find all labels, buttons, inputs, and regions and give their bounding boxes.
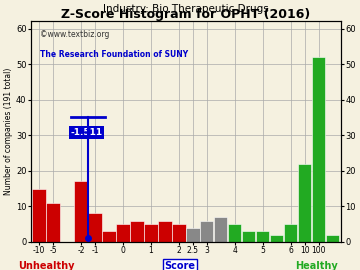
- Text: Healthy: Healthy: [296, 261, 338, 270]
- Bar: [228, 224, 242, 242]
- Bar: [214, 217, 228, 242]
- Text: Unhealthy: Unhealthy: [19, 261, 75, 270]
- Bar: [256, 231, 269, 242]
- Bar: [130, 221, 144, 242]
- Bar: [89, 213, 102, 242]
- Bar: [158, 221, 172, 242]
- Bar: [116, 224, 130, 242]
- Bar: [298, 164, 311, 242]
- Title: Z-Score Histogram for OPHT (2016): Z-Score Histogram for OPHT (2016): [61, 8, 311, 21]
- Y-axis label: Number of companies (191 total): Number of companies (191 total): [4, 68, 13, 195]
- Bar: [284, 224, 297, 242]
- Bar: [200, 221, 213, 242]
- Bar: [46, 203, 60, 242]
- Text: Score: Score: [165, 261, 195, 270]
- Text: ©www.textbiz.org: ©www.textbiz.org: [40, 30, 109, 39]
- Text: -1.511: -1.511: [71, 128, 103, 137]
- Bar: [312, 57, 325, 242]
- Text: Industry: Bio Therapeutic Drugs: Industry: Bio Therapeutic Drugs: [103, 4, 269, 14]
- Bar: [144, 224, 158, 242]
- Bar: [172, 224, 185, 242]
- Bar: [326, 235, 339, 242]
- Bar: [32, 188, 46, 242]
- Bar: [75, 181, 88, 242]
- Bar: [186, 228, 199, 242]
- Bar: [102, 231, 116, 242]
- Bar: [242, 231, 256, 242]
- Bar: [270, 235, 283, 242]
- Text: The Research Foundation of SUNY: The Research Foundation of SUNY: [40, 50, 188, 59]
